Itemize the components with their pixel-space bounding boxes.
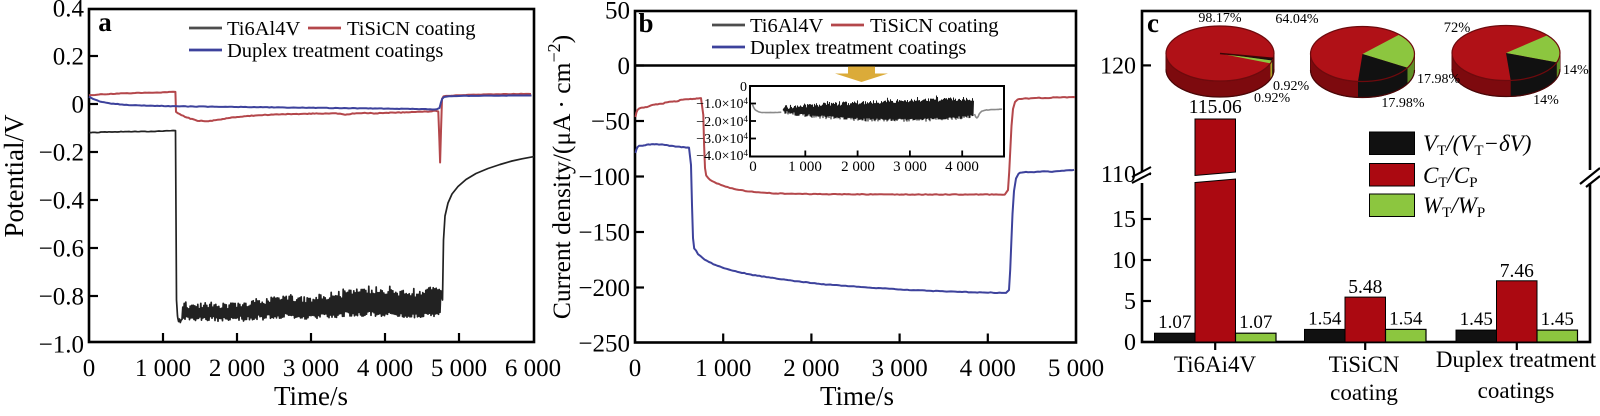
svg-text:1.54: 1.54 <box>1308 308 1342 329</box>
svg-text:Time/s: Time/s <box>820 381 894 411</box>
svg-text:b: b <box>638 8 653 38</box>
svg-text:0: 0 <box>72 92 85 119</box>
svg-text:−0.6: −0.6 <box>39 236 84 263</box>
svg-text:72%: 72% <box>1444 20 1471 36</box>
svg-text:WT​/WP​: WT​/WP​ <box>1423 193 1485 221</box>
svg-text:TiSiCN coating: TiSiCN coating <box>347 18 476 40</box>
svg-text:TiSiCN: TiSiCN <box>1329 352 1400 377</box>
svg-text:0.2: 0.2 <box>53 44 84 71</box>
svg-text:−4.0×104: −4.0×104 <box>696 148 748 164</box>
svg-text:1.07: 1.07 <box>1158 312 1191 333</box>
svg-text:0: 0 <box>740 80 747 95</box>
svg-text:0: 0 <box>1124 330 1136 356</box>
svg-text:4 000: 4 000 <box>960 355 1016 382</box>
svg-text:5 000: 5 000 <box>431 355 487 382</box>
svg-text:−200: −200 <box>578 275 630 302</box>
svg-text:120: 120 <box>1100 53 1136 79</box>
svg-text:0: 0 <box>629 355 642 382</box>
svg-text:14%: 14% <box>1533 93 1559 108</box>
svg-text:2 000: 2 000 <box>209 355 265 382</box>
svg-text:2 000: 2 000 <box>783 355 839 382</box>
svg-text:a: a <box>98 7 112 37</box>
svg-text:CT​/CP​: CT​/CP​ <box>1423 163 1478 191</box>
svg-text:5.48: 5.48 <box>1348 277 1382 298</box>
svg-text:1 000: 1 000 <box>695 355 751 382</box>
svg-text:5 000: 5 000 <box>1048 355 1104 382</box>
svg-text:4 000: 4 000 <box>357 355 413 382</box>
svg-text:98.17%: 98.17% <box>1198 11 1242 26</box>
svg-text:1 000: 1 000 <box>788 159 822 175</box>
svg-text:1.45: 1.45 <box>1541 309 1574 330</box>
svg-text:c: c <box>1147 8 1159 38</box>
svg-text:0.92%: 0.92% <box>1273 79 1310 94</box>
svg-text:15: 15 <box>1112 207 1136 233</box>
svg-text:17.98%: 17.98% <box>1417 72 1461 87</box>
svg-text:1.45: 1.45 <box>1460 309 1493 330</box>
svg-text:Current density/(μA · cm−2): Current density/(μA · cm−2) <box>544 35 576 319</box>
svg-text:0: 0 <box>83 355 96 382</box>
svg-text:Duplex treatment coatings: Duplex treatment coatings <box>750 37 966 59</box>
svg-text:Duplex treatment: Duplex treatment <box>1436 347 1597 372</box>
svg-text:110: 110 <box>1101 162 1136 188</box>
svg-text:Potential/V: Potential/V <box>0 114 29 237</box>
svg-text:coating: coating <box>1330 380 1398 405</box>
svg-text:−150: −150 <box>578 220 630 247</box>
svg-text:Ti6Ai4V: Ti6Ai4V <box>1174 352 1257 377</box>
svg-text:1.07: 1.07 <box>1239 312 1272 333</box>
svg-text:50: 50 <box>605 0 630 25</box>
svg-text:−1.0×104: −1.0×104 <box>696 96 748 112</box>
svg-text:3 000: 3 000 <box>871 355 927 382</box>
svg-text:−50: −50 <box>591 109 630 136</box>
svg-text:Time/s: Time/s <box>274 381 348 411</box>
svg-text:6 000: 6 000 <box>505 355 561 382</box>
svg-text:−0.4: −0.4 <box>39 188 85 215</box>
svg-text:64.04%: 64.04% <box>1275 12 1319 27</box>
svg-text:1.54: 1.54 <box>1389 308 1423 329</box>
svg-text:−2.0×104: −2.0×104 <box>696 114 748 130</box>
svg-text:−3.0×104: −3.0×104 <box>696 131 748 147</box>
svg-text:0: 0 <box>618 53 631 80</box>
svg-text:−100: −100 <box>578 164 630 191</box>
svg-text:3 000: 3 000 <box>283 355 339 382</box>
svg-text:14%: 14% <box>1563 63 1589 78</box>
svg-text:TiSiCN coating: TiSiCN coating <box>870 15 999 37</box>
svg-text:Ti6Al4V: Ti6Al4V <box>750 15 823 37</box>
svg-text:−0.8: −0.8 <box>39 284 84 311</box>
svg-text:0.4: 0.4 <box>53 0 85 23</box>
svg-text:−0.2: −0.2 <box>39 140 84 167</box>
svg-text:4 000: 4 000 <box>945 159 979 175</box>
svg-text:1 000: 1 000 <box>135 355 191 382</box>
svg-text:Duplex treatment coatings: Duplex treatment coatings <box>227 40 443 62</box>
svg-text:coatings: coatings <box>1478 378 1555 403</box>
svg-text:5: 5 <box>1124 289 1136 315</box>
svg-text:Ti6Al4V: Ti6Al4V <box>227 18 300 40</box>
svg-text:−1.0: −1.0 <box>39 332 84 359</box>
svg-text:7.46: 7.46 <box>1500 261 1534 282</box>
svg-text:0.92%: 0.92% <box>1254 91 1291 106</box>
svg-text:17.98%: 17.98% <box>1381 96 1425 111</box>
svg-text:3 000: 3 000 <box>893 159 927 175</box>
svg-text:115.06: 115.06 <box>1189 97 1242 118</box>
svg-text:2 000: 2 000 <box>841 159 875 175</box>
svg-text:10: 10 <box>1112 248 1136 274</box>
svg-text:−250: −250 <box>578 331 630 358</box>
svg-text:0: 0 <box>749 159 757 175</box>
